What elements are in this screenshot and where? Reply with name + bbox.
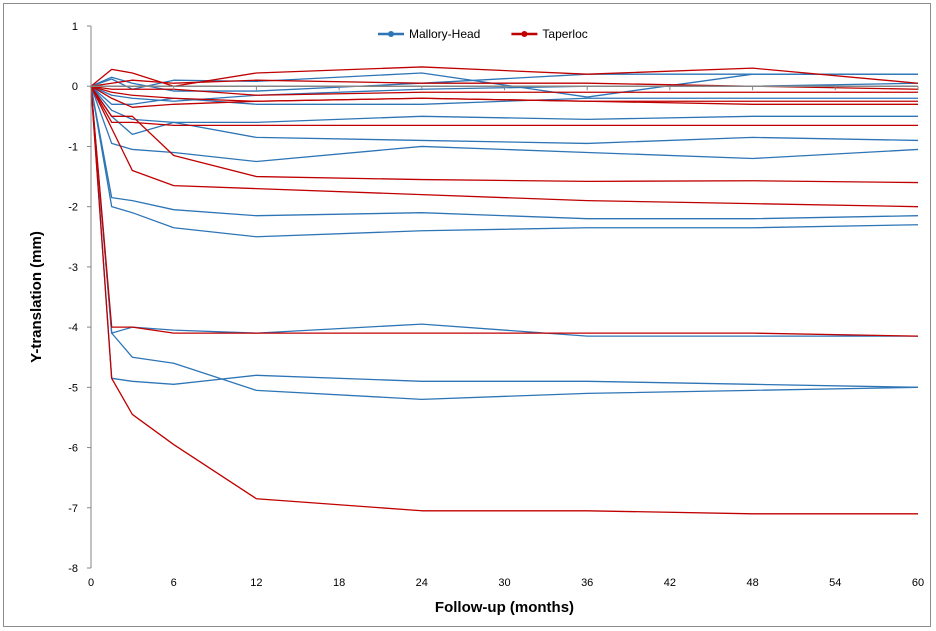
line-chart: 1 0 -1 -2 -3 -4 -5 -6 -7 -8 0 6 12 18 24 30 36 42 48 54 60 F… [28,21,924,616]
x-axis-title: Follow-up (months) [435,599,574,616]
x-tick-label: 12 [250,577,262,589]
series-line [90,85,918,96]
series-line [90,85,918,108]
y-tick-label: 1 [72,21,78,33]
x-tick-label: 30 [498,577,510,589]
x-tick-label: 42 [664,577,676,589]
series-line [90,85,919,184]
x-tick-label: 48 [746,577,758,589]
x-tick-label: 18 [333,577,345,589]
legend-marker [521,31,528,37]
y-tick-label: -3 [68,262,78,274]
series-line [90,85,919,208]
series-line [90,79,919,90]
legend-label: Taperloc [542,27,587,41]
y-tick-label: -5 [68,382,78,394]
series-line [90,85,918,124]
series-line [90,86,919,220]
x-tick-label: 36 [581,577,593,589]
series-line [90,86,918,515]
series-line [90,85,919,145]
series-lines [90,66,919,515]
x-tick-label: 54 [829,577,841,589]
y-tick-label: -2 [68,202,78,214]
series-line [90,85,918,105]
y-tick-label: -6 [68,443,78,455]
legend: Mallory-Head Taperloc [378,27,588,41]
x-tick-label: 24 [416,577,428,589]
series-line [90,86,919,337]
legend-label: Mallory-Head [409,27,480,41]
chart-frame: 1 0 -1 -2 -3 -4 -5 -6 -7 -8 0 6 12 18 24 30 36 42 48 54 60 F… [3,3,931,627]
series-line [90,66,919,87]
x-tick-label: 0 [88,577,94,589]
x-tick-label: 60 [912,577,924,589]
series-line [90,86,919,388]
series-line [90,73,918,92]
series-line [90,86,918,337]
y-tick-label: -7 [68,503,78,515]
series-line [90,86,919,401]
y-axis-title: Y-translation (mm) [28,231,45,363]
legend-marker [388,31,394,37]
series-line [90,86,919,163]
y-tick-label: 0 [72,81,78,93]
series-line [90,85,918,127]
y-tick-label: -8 [68,563,78,575]
y-tick-label: -4 [68,322,78,334]
series-line [90,86,919,238]
x-tick-label: 6 [171,577,177,589]
y-tick-label: -1 [68,141,78,153]
axes [87,25,919,569]
tick-labels: 1 0 -1 -2 -3 -4 -5 -6 -7 -8 0 6 12 18 24 30 36 42 48 54 60 [68,21,924,589]
